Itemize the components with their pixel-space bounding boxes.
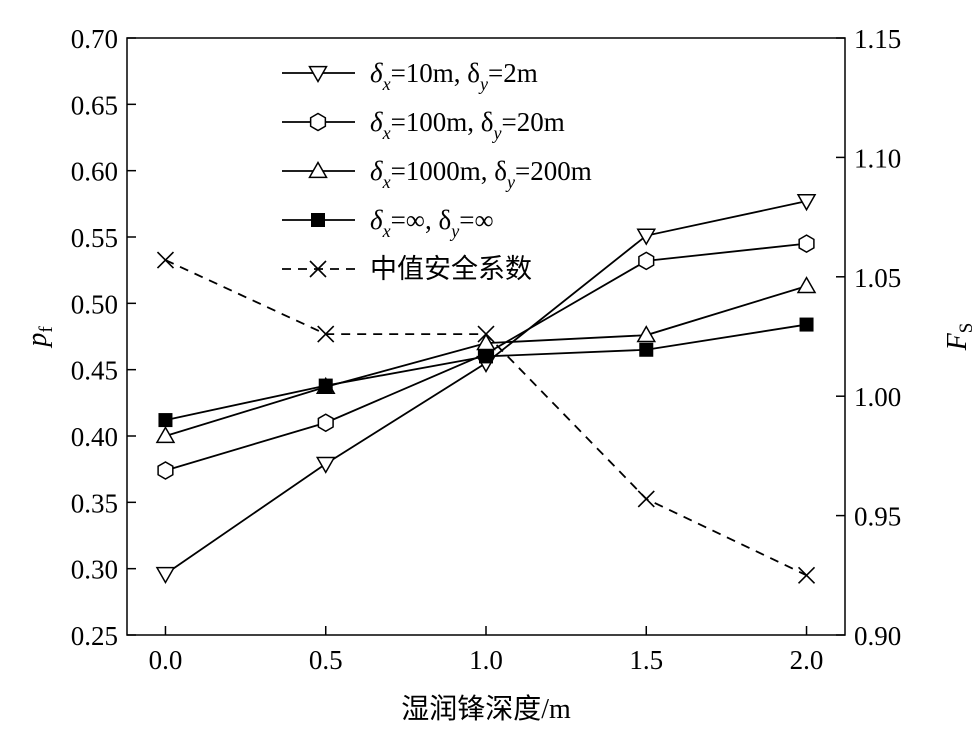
legend-marker-4-b xyxy=(309,260,327,278)
y-left-tick-label-8: 0.65 xyxy=(71,90,118,120)
legend-marker-4 xyxy=(309,260,327,278)
legend-marker-1 xyxy=(309,112,327,132)
series-2-point-3 xyxy=(636,325,657,343)
series-4-point-2-b xyxy=(477,325,495,343)
y-right-axis-title: FS xyxy=(942,323,977,352)
x-tick-label-2: 1.0 xyxy=(469,645,503,675)
series-4-point-3 xyxy=(637,490,655,508)
series-3-point-0 xyxy=(158,413,173,428)
series-4-point-2 xyxy=(477,325,495,343)
legend-2-sub-1: x xyxy=(382,172,391,192)
y-left-tick-label-6: 0.55 xyxy=(71,223,118,253)
y-left-axis-title-sub: f xyxy=(36,326,57,333)
y-left-tick-label-9: 0.70 xyxy=(71,24,118,54)
series-0-point-1 xyxy=(315,456,336,474)
series-1-point-4 xyxy=(798,234,815,253)
legend-label-3: δx=∞, δy=∞ xyxy=(370,205,494,241)
axes: 0.25 0.30 0.35 0.40 0.45 0.50 0.55 0.60 0.65 0.70… xyxy=(71,24,902,675)
y-left-tick-label-2: 0.35 xyxy=(71,488,118,518)
series-4-line xyxy=(165,259,807,577)
y-left-tick-label-1: 0.30 xyxy=(71,555,118,585)
legend-marker-0 xyxy=(308,65,328,84)
series-3-point-2 xyxy=(479,349,493,364)
legend-3-sub-2: y xyxy=(449,221,459,241)
y-left-tick-label-3: 0.40 xyxy=(71,422,118,452)
series-3-point-1 xyxy=(318,378,333,393)
y-left-tick-label-0: 0.25 xyxy=(71,621,118,651)
y-right-tick-label-2: 1.00 xyxy=(854,382,901,412)
series-4-point-3-b xyxy=(637,490,655,508)
series-2-point-4 xyxy=(796,276,817,294)
legend-1-sub-1: x xyxy=(382,123,391,143)
legend-3-symbol-1: δ xyxy=(370,205,383,235)
legend-3-post: =∞ xyxy=(459,205,493,235)
legend-0-sub-2: y xyxy=(478,74,488,94)
legend-1-symbol-1: δ xyxy=(370,107,383,137)
series-0-point-0 xyxy=(155,566,176,584)
legend-label-2: δx=1000m, δy=200m xyxy=(370,156,592,192)
series-4-point-1-b xyxy=(317,325,335,343)
series-0-point-3 xyxy=(636,228,657,246)
y-left-tick-label-7: 0.60 xyxy=(71,157,118,187)
legend-marker-2 xyxy=(308,160,328,179)
y-left-axis-title: pf xyxy=(22,326,57,349)
x-tick-label-0: 0.0 xyxy=(149,645,183,675)
y-right-tick-label-4: 1.10 xyxy=(854,143,901,173)
legend-label-4: 中值安全系数 xyxy=(370,254,532,284)
legend-2-mid: =1000m, δ xyxy=(391,156,507,186)
y-right-axis-title-main: F xyxy=(942,332,973,351)
y-left-tick-label-5: 0.50 xyxy=(71,289,118,319)
legend-1-post: =20m xyxy=(502,107,565,137)
legend-0-symbol-1: δ xyxy=(370,58,383,88)
legend-0-mid: =10m, δ xyxy=(391,58,480,88)
series-4-point-1 xyxy=(317,325,335,343)
x-tick-label-4: 2.0 xyxy=(790,645,824,675)
legend-3-sub-1: x xyxy=(382,221,391,241)
legend-1-sub-2: y xyxy=(492,123,502,143)
series-1-point-0 xyxy=(157,461,174,480)
legend-1-mid: =100m, δ xyxy=(391,107,494,137)
series-layer xyxy=(155,194,817,584)
series-4-point-4-b xyxy=(797,566,816,584)
y-right-tick-label-1: 0.95 xyxy=(854,502,901,532)
legend-2-symbol-1: δ xyxy=(370,156,383,186)
series-4-point-4 xyxy=(797,566,816,584)
series-0-point-4 xyxy=(796,194,817,212)
series-2-point-0 xyxy=(155,425,176,444)
series-1-point-1 xyxy=(317,413,334,433)
legend-0-post: =2m xyxy=(488,58,538,88)
series-3-point-4 xyxy=(799,317,814,332)
legend-label-1: δx=100m, δy=20m xyxy=(370,107,565,143)
series-1-point-3 xyxy=(638,251,655,271)
y-right-tick-label-5: 1.15 xyxy=(854,24,901,54)
legend-2-post: =200m xyxy=(515,156,592,186)
series-4-point-0-b xyxy=(156,251,175,269)
legend-3-mid: =∞, δ xyxy=(391,205,452,235)
x-tick-label-3: 1.5 xyxy=(629,645,663,675)
legend-label-0: δx=10m, δy=2m xyxy=(370,58,538,94)
legend-2-sub-2: y xyxy=(505,172,515,192)
y-left-axis-title-main: p xyxy=(22,333,53,349)
x-tick-label-1: 0.5 xyxy=(309,645,343,675)
y-right-tick-label-0: 0.90 xyxy=(854,621,901,651)
y-right-axis-title-sub: S xyxy=(956,323,977,334)
axis-titles: 湿润锋深度/m pf FS xyxy=(22,323,977,725)
y-right-tick-label-3: 1.05 xyxy=(854,263,901,293)
series-3-point-3 xyxy=(639,342,654,357)
series-4-point-0 xyxy=(156,251,175,269)
y-left-tick-label-4: 0.45 xyxy=(71,356,118,386)
x-axis-title: 湿润锋深度/m xyxy=(401,693,571,725)
legend-0-sub-1: x xyxy=(382,74,391,94)
legend-marker-3 xyxy=(311,213,325,227)
